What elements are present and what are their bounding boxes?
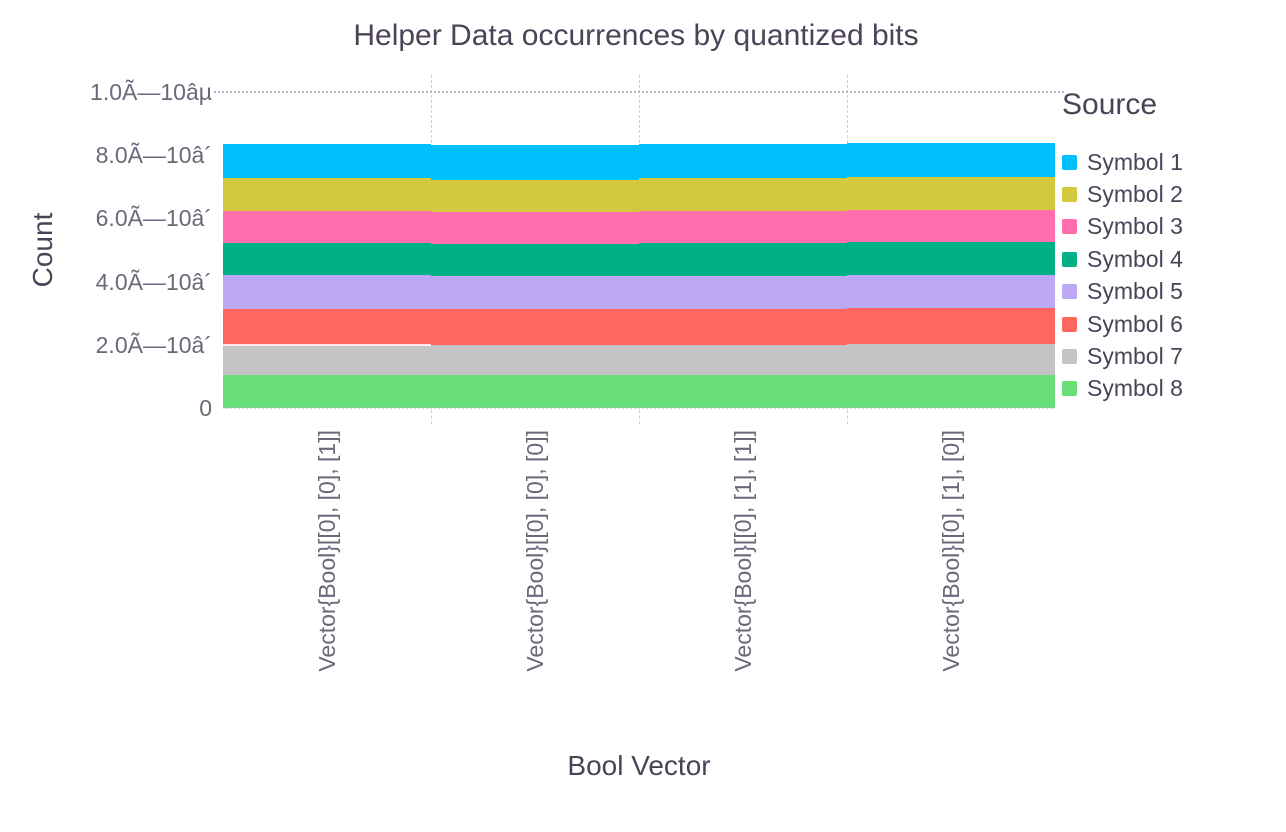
bar-segment: [639, 345, 847, 375]
bar-segment: [639, 243, 847, 276]
legend-item-label: Symbol 1: [1087, 148, 1183, 175]
legend-item-label: Symbol 8: [1087, 375, 1183, 402]
legend-swatch: [1062, 219, 1077, 235]
legend-item: Symbol 6: [1062, 308, 1183, 340]
bar-segment: [223, 374, 431, 408]
bar-segment: [431, 276, 639, 310]
legend-item-label: Symbol 2: [1087, 181, 1183, 208]
bar-segment: [847, 375, 1055, 408]
x-axis-tick-label: Vector{Bool}[[0], [1], [1]]: [729, 430, 756, 672]
bar-segment: [431, 145, 639, 180]
bar-segment: [223, 275, 431, 309]
bar-segment: [431, 375, 639, 408]
x-axis-title: Bool Vector: [567, 750, 711, 781]
legend-item: Symbol 3: [1062, 211, 1183, 243]
bar-column: [431, 145, 639, 408]
bar-segment: [431, 345, 639, 376]
legend-item-label: Symbol 4: [1087, 245, 1183, 272]
legend-item: Symbol 7: [1062, 340, 1183, 372]
bar-segment: [847, 274, 1055, 309]
bar-segment: [847, 242, 1055, 275]
bar-segment: [223, 211, 431, 244]
bar-segment: [431, 244, 639, 277]
bar-segment: [223, 243, 431, 276]
legend-item: Symbol 8: [1062, 373, 1183, 405]
bar-column: [639, 144, 847, 408]
bar-segment: [223, 177, 431, 212]
x-axis-tick-label: Vector{Bool}[[0], [0], [1]]: [313, 430, 340, 672]
bar-segment: [639, 177, 847, 212]
y-axis-tick-label: 2.0Ã—10â´: [95, 331, 212, 358]
bar-segment: [847, 143, 1055, 178]
bar-segment: [847, 210, 1055, 243]
bar-segment: [431, 211, 639, 245]
bar-segment: [639, 308, 847, 346]
legend-swatch: [1062, 251, 1077, 267]
legend-swatch: [1062, 381, 1077, 397]
legend-title: Source: [1062, 88, 1158, 121]
bar-segment: [639, 275, 847, 309]
legend-item-label: Symbol 7: [1087, 343, 1183, 370]
gridline-artifact: [223, 343, 431, 346]
legend-item: Symbol 4: [1062, 243, 1183, 275]
bar-segment: [847, 344, 1055, 376]
legend-item-label: Symbol 5: [1087, 278, 1183, 305]
legend-swatch: [1062, 284, 1077, 300]
bar-segment: [431, 309, 639, 346]
x-tick-mark: [846, 410, 848, 424]
legend-item: Symbol 5: [1062, 276, 1183, 308]
bar-segment: [223, 344, 431, 375]
bar-segment: [639, 144, 847, 178]
axis-baseline: [223, 406, 1055, 409]
bar-segment: [223, 144, 431, 178]
y-axis-tick-label: 4.0Ã—10â´: [95, 268, 212, 295]
bar-segment: [223, 308, 431, 345]
bar-segment: [847, 308, 1055, 345]
gridline-horizontal-top: [214, 91, 1064, 93]
legend-item: Symbol 2: [1062, 178, 1183, 210]
legend-item-label: Symbol 3: [1087, 213, 1183, 240]
y-axis-tick-label: 1.0Ã—10âµ: [90, 79, 212, 105]
x-tick-mark: [638, 410, 640, 424]
bar-column: [223, 144, 431, 408]
x-axis-tick-label: Vector{Bool}[[0], [1], [0]]: [937, 430, 964, 672]
legend-swatch: [1062, 349, 1077, 365]
y-axis-tick-label: 0: [199, 395, 212, 421]
bar-segment: [431, 179, 639, 212]
bar-segment: [847, 177, 1055, 211]
plot-area: [214, 75, 1064, 424]
bar-segment: [639, 374, 847, 408]
x-axis-tick-label: Vector{Bool}[[0], [0], [0]]: [521, 430, 548, 672]
y-axis-tick-label: 8.0Ã—10â´: [95, 142, 212, 169]
legend-swatch: [1062, 316, 1077, 332]
legend-swatch: [1062, 187, 1077, 203]
legend-item-label: Symbol 6: [1087, 310, 1183, 337]
legend-swatch: [1062, 154, 1077, 170]
y-axis-tick-label: 6.0Ã—10â´: [95, 205, 212, 232]
bar-segment: [639, 211, 847, 244]
x-tick-mark: [430, 410, 432, 424]
bar-column: [847, 143, 1055, 408]
legend-items: Symbol 1 Symbol 2 Symbol 3 Symbol 4 Symbol 5…: [1062, 146, 1183, 405]
chart-title: Helper Data occurrences by quantized bit…: [353, 19, 919, 52]
legend-item: Symbol 1: [1062, 146, 1183, 178]
